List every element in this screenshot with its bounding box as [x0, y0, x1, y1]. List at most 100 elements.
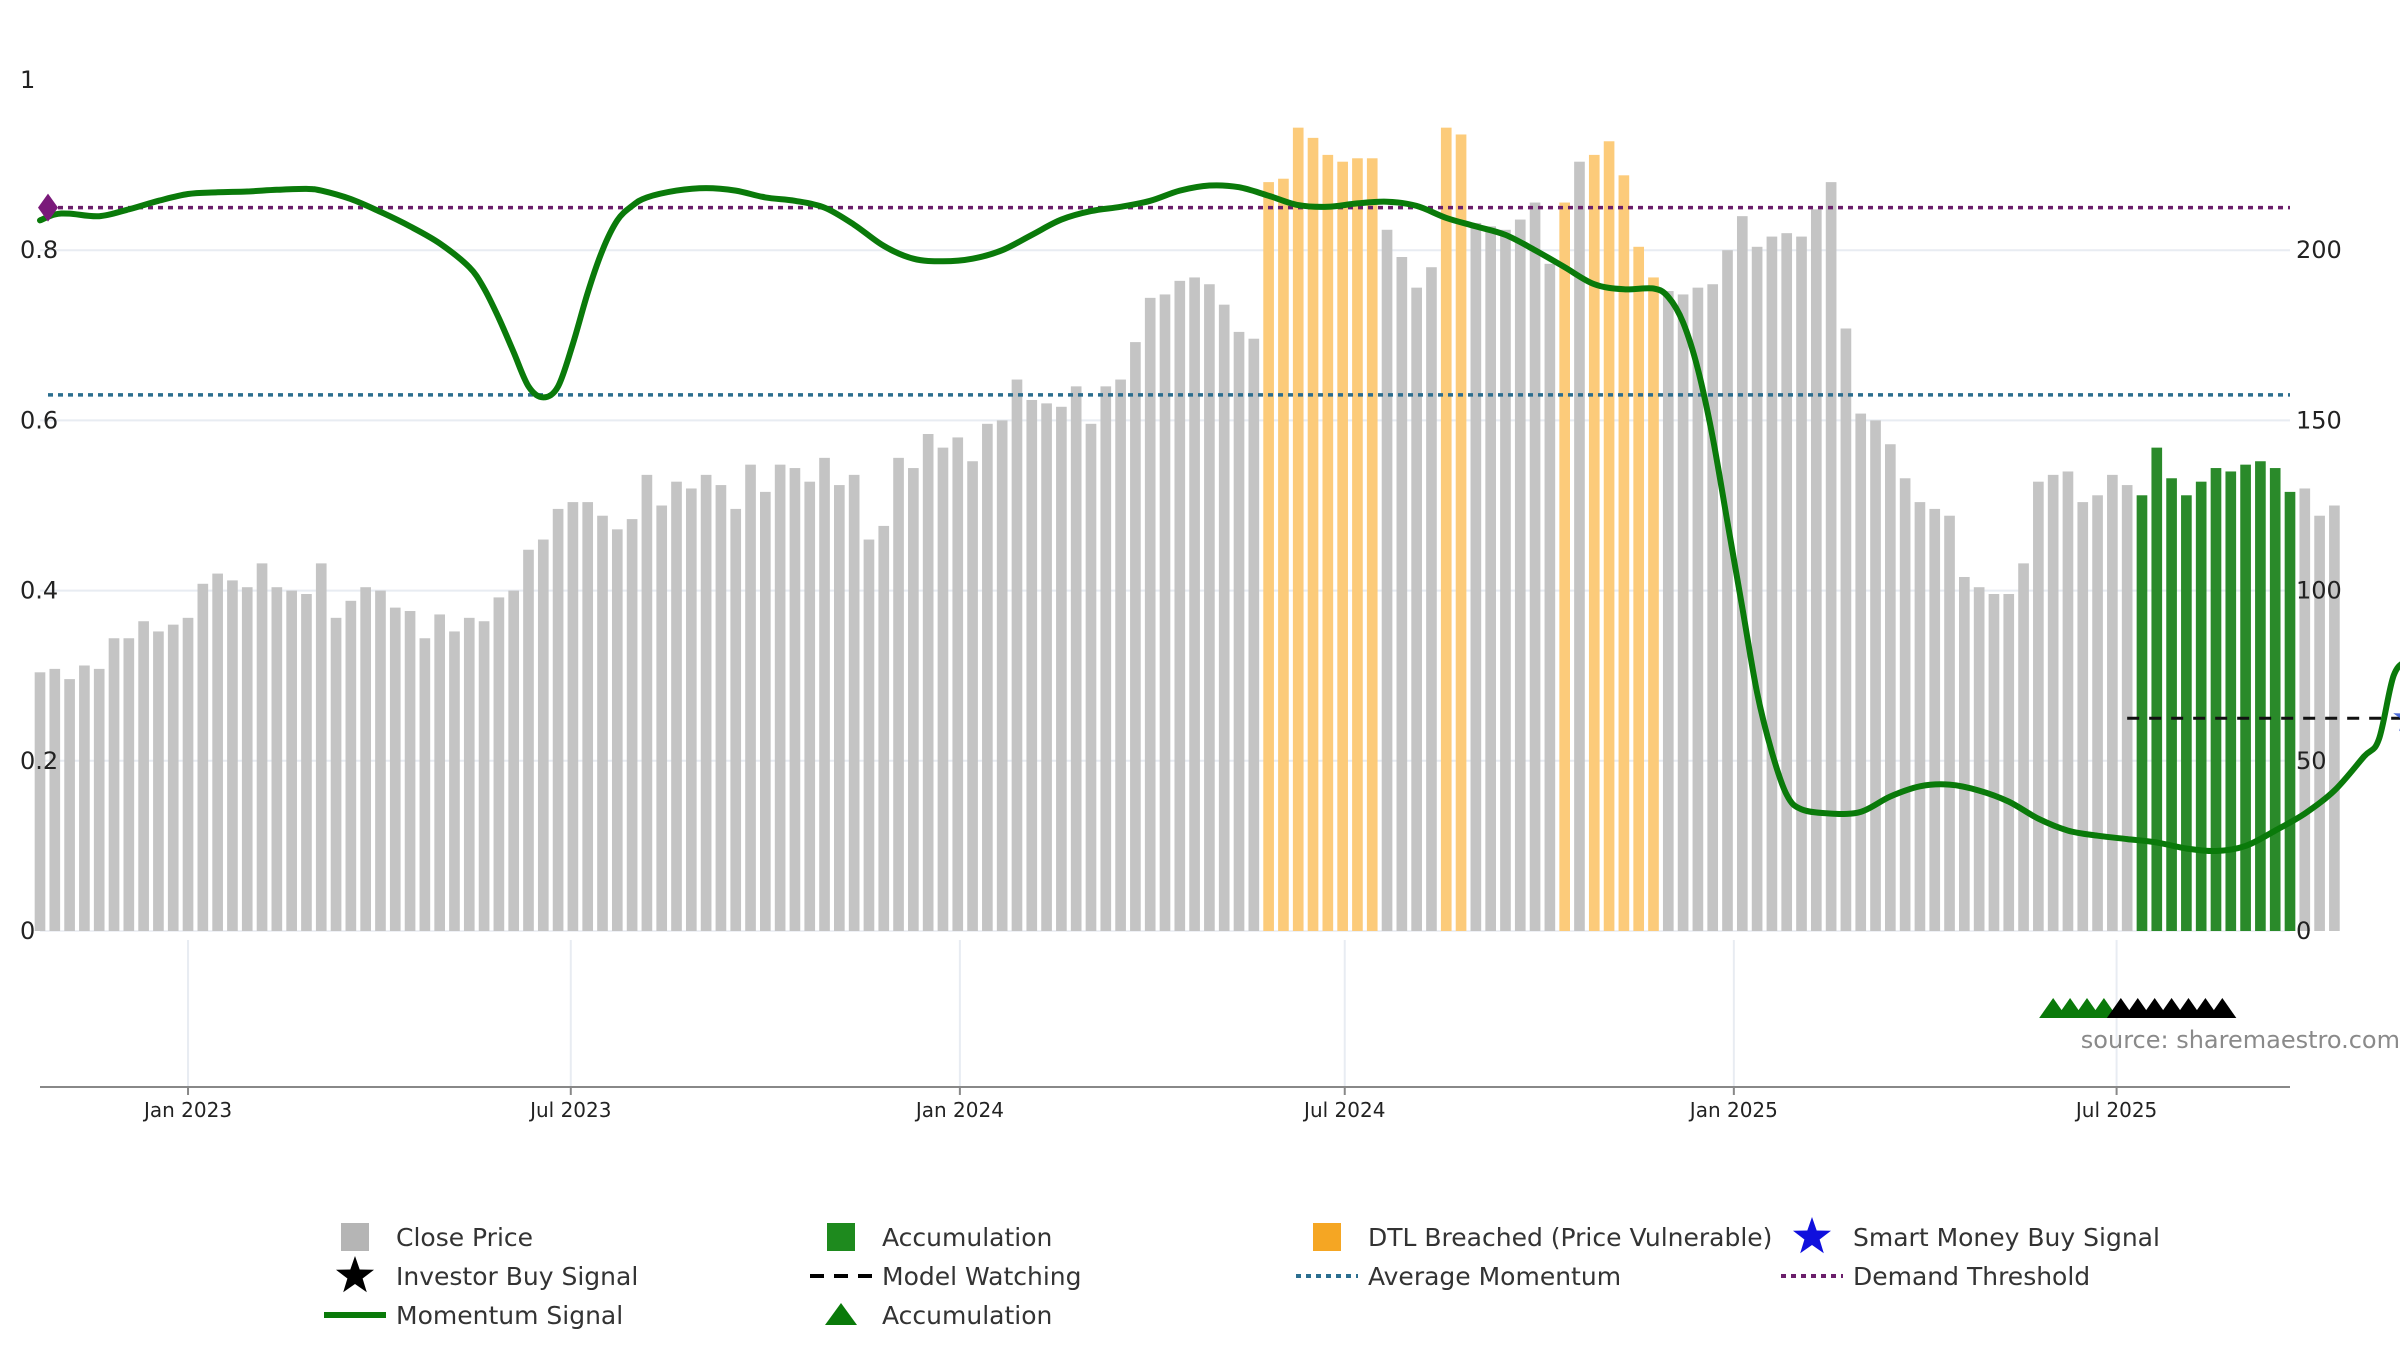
close-price-bar [108, 638, 120, 931]
close-price-bar [1426, 267, 1437, 932]
close-price-bar [1396, 257, 1408, 931]
close-price-bar [2092, 495, 2103, 931]
close-price-bar [1840, 328, 1852, 931]
legend-star-icon [1793, 1217, 1831, 1254]
close-price-bar [715, 485, 727, 931]
close-price-bar [582, 502, 594, 931]
close-price-bar [1204, 284, 1215, 931]
x-axis-tick-label: Jan 2024 [914, 1098, 1004, 1122]
close-price-bar [1707, 284, 1719, 931]
close-price-bar [1810, 209, 1822, 932]
signal-markers [38, 193, 2400, 1018]
close-price-bar [478, 621, 490, 931]
close-price-bar [1144, 297, 1156, 932]
close-price-bar [227, 580, 238, 931]
close-price-bar [375, 590, 386, 931]
close-price-bar [1470, 222, 1482, 931]
legend-item: DTL Breached (Price Vulnerable) [1313, 1223, 1772, 1252]
close-price-bar [167, 624, 179, 931]
close-price-bar [463, 617, 475, 931]
legend-swatch [1313, 1223, 1341, 1251]
close-price-bar [2314, 515, 2325, 931]
legend-item: Accumulation [825, 1301, 1052, 1330]
close-price-bar [1692, 287, 1704, 931]
momentum-signal-layer [37, 182, 2400, 855]
close-price-bar [1011, 379, 1023, 931]
close-price-bar [256, 563, 268, 931]
close-price-bar [449, 631, 460, 931]
close-price-bar [1159, 294, 1171, 931]
source-label: source: sharemaestro.com [2081, 1026, 2400, 1054]
reference-lines [48, 205, 2400, 720]
close-price-bar [789, 468, 801, 931]
close-price-bar [967, 461, 978, 931]
close-price-bar [1736, 216, 1748, 931]
close-price-bar [908, 468, 919, 931]
close-price-bar [1337, 161, 1348, 932]
left-axis-tick-label: 1 [20, 66, 35, 94]
legend-label: Accumulation [882, 1301, 1052, 1330]
close-price-bar [123, 638, 135, 931]
close-price-bar [952, 437, 964, 931]
close-price-bar [2166, 478, 2177, 931]
close-price-bar [996, 420, 1008, 931]
legend-star-icon [336, 1256, 374, 1293]
legend-item: Close Price [341, 1223, 533, 1252]
close-price-bar [2225, 471, 2237, 931]
x-axis-tick-label: Jan 2023 [142, 1098, 232, 1122]
x-axis-tick-label: Jul 2024 [1302, 1098, 1385, 1122]
close-price-bar [878, 525, 890, 931]
legend-item: Smart Money Buy Signal [1793, 1217, 2160, 1254]
legend-item: Model Watching [810, 1262, 1082, 1291]
close-price-bar [1440, 127, 1452, 931]
close-price-bar [2003, 594, 2015, 931]
legend-label: Accumulation [882, 1223, 1052, 1252]
close-price-bar [2210, 468, 2222, 931]
legend-triangle-icon [825, 1303, 857, 1325]
close-price-bar [922, 434, 934, 931]
close-price-bar [1722, 250, 1733, 931]
right-axis-tick-label: 50 [2296, 747, 2327, 775]
close-price-bar [1959, 576, 1970, 931]
close-price-bar [2299, 488, 2311, 931]
close-price-bar [1278, 178, 1289, 931]
close-price-bar [834, 485, 845, 931]
close-price-bar [1988, 594, 2000, 931]
close-price-bar [1914, 502, 1926, 931]
close-price-bar [2033, 481, 2044, 931]
close-price-bar [1559, 202, 1570, 931]
right-axis-tick-label: 150 [2296, 406, 2342, 434]
legend-item: Average Momentum [1296, 1262, 1621, 1291]
close-price-bar [2240, 464, 2251, 931]
right-axis-tick-label: 0 [2296, 917, 2311, 945]
close-price-bar [1929, 508, 1941, 931]
close-price-bar [197, 583, 209, 931]
right-axis-tick-label: 100 [2296, 577, 2342, 605]
legend-label: DTL Breached (Price Vulnerable) [1368, 1223, 1772, 1252]
close-price-bar [360, 587, 371, 931]
close-price-bar [508, 590, 520, 931]
close-price-bar [404, 611, 416, 931]
close-price-bar [774, 464, 786, 931]
close-price-bar [804, 481, 816, 931]
close-price-bar [2195, 481, 2207, 931]
legend-item: Momentum Signal [324, 1301, 623, 1330]
left-axis-tick-label: 0 [20, 917, 35, 945]
close-price-bar [1174, 280, 1186, 931]
right-axis-tick-label: 200 [2296, 236, 2342, 264]
close-price-bar [641, 474, 653, 931]
price-bars [34, 127, 2340, 932]
legend-label: Momentum Signal [396, 1301, 623, 1330]
left-axis-tick-label: 0.4 [20, 577, 58, 605]
demand-threshold-start-marker [38, 193, 58, 222]
close-price-bar [1455, 134, 1467, 932]
legend-item: Demand Threshold [1781, 1262, 2090, 1291]
close-price-bar [1070, 386, 1082, 931]
close-price-bar [434, 614, 445, 931]
close-price-bar [49, 668, 61, 931]
close-price-bar [1796, 236, 1807, 932]
close-price-bar [1588, 154, 1600, 931]
close-price-bar [1544, 263, 1556, 931]
close-price-bar [1751, 246, 1763, 931]
close-price-bar [138, 621, 149, 931]
